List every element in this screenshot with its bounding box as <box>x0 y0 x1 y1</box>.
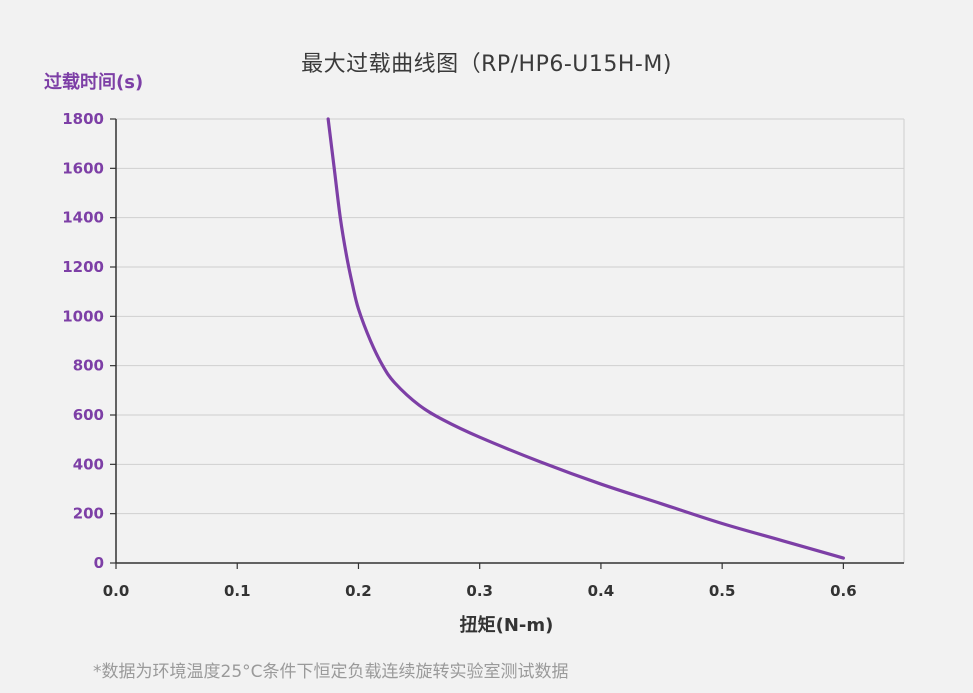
y-tick-label: 400 <box>73 455 104 473</box>
x-axis-label: 扭矩(N-m) <box>459 615 554 636</box>
y-tick-label: 200 <box>73 505 104 523</box>
y-tick-label: 1600 <box>62 159 104 177</box>
x-tick-label: 0.2 <box>345 582 372 600</box>
y-tick-label: 0 <box>94 554 104 572</box>
y-tick-label: 600 <box>73 406 104 424</box>
y-axis-label: 过载时间(s) <box>44 72 144 93</box>
x-tick-label: 0.1 <box>224 582 251 600</box>
series-line <box>326 117 845 560</box>
x-tick-label: 0.3 <box>466 582 493 600</box>
x-tick-label: 0.5 <box>709 582 736 600</box>
x-tick-label: 0.6 <box>830 582 857 600</box>
chart-title: 最大过载曲线图（RP/HP6-U15H-M) <box>301 52 672 77</box>
x-tick-label: 0.4 <box>588 582 615 600</box>
y-tick-label: 1200 <box>62 258 104 276</box>
y-tick-label: 1000 <box>62 307 104 325</box>
footnote: *数据为环境温度25°C条件下恒定负载连续旋转实验室测试数据 <box>93 662 569 682</box>
y-tick-label: 800 <box>73 357 104 375</box>
y-tick-label: 1400 <box>62 209 104 227</box>
y-tick-label: 1800 <box>62 110 104 128</box>
x-tick-label: 0.0 <box>103 582 130 600</box>
